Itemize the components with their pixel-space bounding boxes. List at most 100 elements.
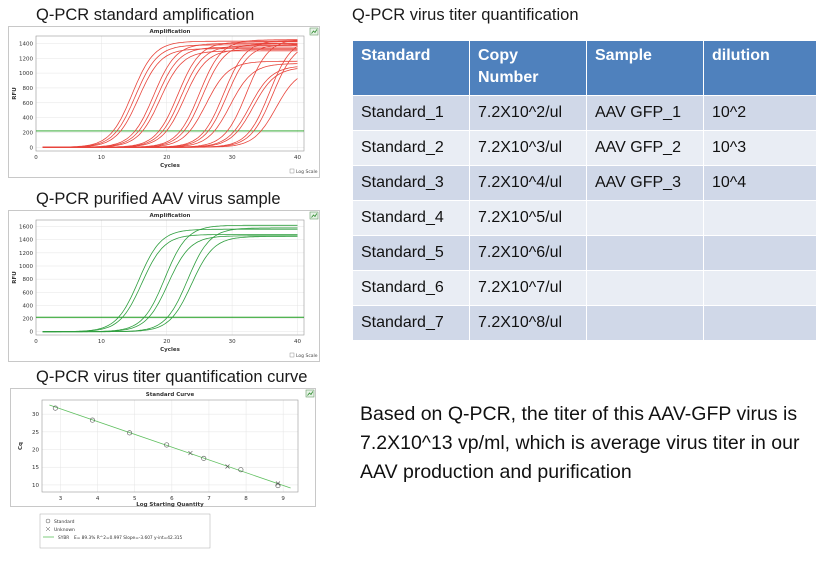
- purified-heading: Q-PCR purified AAV virus sample: [36, 190, 281, 208]
- x-tick-label: 20: [163, 155, 170, 161]
- x-tick-label: 3: [59, 496, 63, 502]
- cell-dilution: 10^4: [703, 165, 817, 201]
- cell-sample: AAV GFP_1: [586, 95, 704, 131]
- chart-title: Amplification: [150, 29, 191, 35]
- unknown-point-2: [225, 464, 230, 469]
- legend-standard-marker: [45, 518, 51, 524]
- y-tick-label: 20: [32, 448, 39, 454]
- standard-curve-chart: Standard Curve 10 15 20 25 30 3 4 5 6 7 8 9 Log Start…: [10, 388, 316, 549]
- table-row: Standard_5 7.2X10^6/ul: [352, 235, 817, 271]
- x-tick-label: 20: [163, 339, 170, 345]
- cell-copy-number: 7.2X10^8/ul: [469, 305, 587, 341]
- titer-note: Based on Q-PCR, the titer of this AAV-GF…: [360, 403, 800, 483]
- y-tick-label: 1600: [19, 225, 33, 231]
- y-axis-label: Cq: [18, 442, 24, 450]
- table-row: Standard_2 7.2X10^3/ul AAV GFP_2 10^3: [352, 130, 817, 166]
- table-row: Standard_7 7.2X10^8/ul: [352, 305, 817, 341]
- table-row: Standard_4 7.2X10^5/ul: [352, 200, 817, 236]
- cell-dilution: [703, 235, 817, 271]
- y-axis-label: RFU: [12, 271, 18, 283]
- standard-curve-legend: Standard Unknown SYBR E= 89.3% R^2=0.997 Sl…: [39, 513, 211, 549]
- cell-copy-number: 7.2X10^7/ul: [469, 270, 587, 306]
- standard-point-5: [201, 455, 207, 461]
- standard-point-1: [52, 405, 58, 411]
- cell-dilution: [703, 305, 817, 341]
- plot-area: [35, 35, 305, 152]
- legend-unknown-label: Unknown: [54, 527, 75, 533]
- y-tick-label: 800: [23, 277, 34, 283]
- amplification-curve-6: [42, 235, 298, 333]
- titer-table: Standard Copy Number Sample dilution Sta…: [352, 40, 817, 341]
- cell-dilution: [703, 270, 817, 306]
- x-tick-label: 7: [207, 496, 211, 502]
- y-tick-label: 800: [23, 86, 34, 92]
- y-tick-label: 600: [23, 290, 34, 296]
- y-tick-label: 1200: [19, 56, 33, 62]
- x-tick-label: 6: [170, 496, 174, 502]
- standard-point-6: [238, 467, 244, 473]
- x-tick-label: 40: [294, 339, 301, 345]
- plot-area: [41, 399, 299, 493]
- x-axis-label: Log Starting Quantity: [136, 502, 204, 508]
- x-axis-label: Cycles: [160, 347, 180, 353]
- chart-title: Amplification: [150, 213, 191, 219]
- table-row: Standard_1 7.2X10^2/ul AAV GFP_1 10^2: [352, 95, 817, 131]
- cell-copy-number: 7.2X10^4/ul: [469, 165, 587, 201]
- legend-standard-label: Standard: [54, 519, 75, 525]
- y-tick-label: 1200: [19, 251, 33, 257]
- y-tick-label: 400: [23, 303, 34, 309]
- legend-sybr-stats: E= 89.3% R^2=0.997 Slope=-3.607 y-int=42…: [74, 535, 183, 541]
- x-tick-label: 10: [98, 155, 105, 161]
- y-tick-label: 25: [32, 430, 39, 436]
- legend-frame: [39, 513, 211, 549]
- y-tick-label: 200: [23, 317, 34, 323]
- unknown-point-3: [275, 481, 281, 486]
- chart-frame: [10, 388, 316, 507]
- legend-sybr-label: SYBR: [58, 535, 69, 541]
- chart-options-icon: [309, 211, 319, 220]
- amplification-curve-3: [42, 48, 298, 148]
- header-standard: Standard: [352, 40, 470, 96]
- log-scale-checkbox: [289, 352, 295, 358]
- header-sample: Sample: [586, 40, 704, 96]
- log-scale-label: Log Scale: [296, 169, 318, 175]
- y-tick-label: 1400: [19, 238, 33, 244]
- x-tick-label: 4: [96, 496, 100, 502]
- y-tick-label: 200: [23, 130, 34, 136]
- cell-sample: [586, 305, 704, 341]
- cell-standard: Standard_2: [352, 130, 470, 166]
- cell-copy-number: 7.2X10^3/ul: [469, 130, 587, 166]
- x-tick-label: 10: [98, 339, 105, 345]
- y-tick-label: 0: [30, 145, 34, 151]
- y-tick-label: 600: [23, 101, 34, 107]
- x-tick-label: 9: [281, 496, 285, 502]
- standard-point-4: [164, 442, 170, 448]
- y-tick-label: 10: [32, 483, 39, 489]
- standard-curve-fit-line: [49, 404, 291, 489]
- cell-standard: Standard_5: [352, 235, 470, 271]
- cell-standard: Standard_4: [352, 200, 470, 236]
- chart-frame: [8, 26, 320, 178]
- unknown-point-1: [188, 450, 193, 456]
- amplification-curve-21: [42, 78, 298, 148]
- cell-copy-number: 7.2X10^5/ul: [469, 200, 587, 236]
- y-tick-label: 400: [23, 116, 34, 122]
- cell-sample: [586, 270, 704, 306]
- cell-dilution: [703, 200, 817, 236]
- cell-standard: Standard_3: [352, 165, 470, 201]
- y-tick-label: 30: [32, 412, 39, 418]
- cell-sample: [586, 200, 704, 236]
- x-tick-label: 30: [229, 155, 236, 161]
- standard-point-3: [127, 430, 133, 436]
- table-row: Standard_3 7.2X10^4/ul AAV GFP_3 10^4: [352, 165, 817, 201]
- table-header-row: Standard Copy Number Sample dilution: [352, 40, 817, 96]
- y-tick-label: 1400: [19, 41, 33, 47]
- amplification-heading: Q-PCR standard amplification: [36, 6, 255, 24]
- x-axis-label: Cycles: [160, 163, 180, 169]
- plot-area: [35, 219, 305, 336]
- cell-standard: Standard_7: [352, 305, 470, 341]
- y-tick-label: 15: [32, 465, 39, 471]
- curve-heading: Q-PCR virus titer quantification curve: [36, 368, 308, 386]
- y-tick-label: 1000: [19, 264, 33, 270]
- cell-standard: Standard_1: [352, 95, 470, 131]
